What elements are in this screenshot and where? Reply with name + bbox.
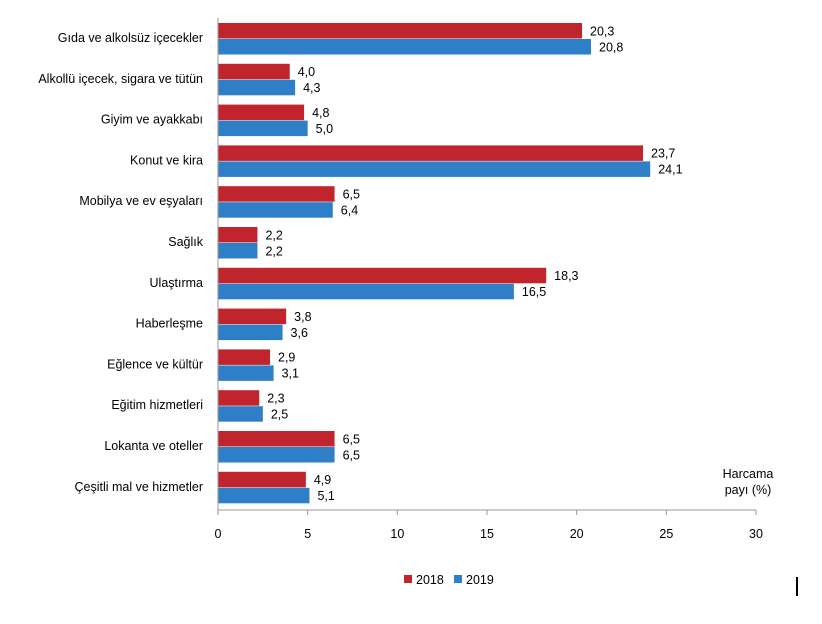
- value-label: 2,2: [265, 244, 282, 258]
- value-label: 18,3: [554, 269, 578, 283]
- value-label: 23,7: [651, 147, 675, 161]
- value-label: 2,5: [271, 407, 288, 421]
- category-label: Giyim ve ayakkabı: [101, 113, 203, 127]
- category-label: Mobilya ve ev eşyaları: [79, 194, 203, 208]
- category-label: Eğlence ve kültür: [107, 357, 203, 371]
- value-label: 6,5: [343, 432, 360, 446]
- legend-swatch-2019: [454, 575, 462, 583]
- bar-2018: [218, 227, 258, 243]
- bar-2019: [218, 79, 296, 96]
- value-label: 16,5: [522, 285, 546, 299]
- value-label: 4,8: [312, 106, 329, 120]
- value-label: 20,8: [599, 40, 623, 54]
- category-label: Lokanta ve oteller: [104, 439, 203, 453]
- category-label: Konut ve kira: [130, 153, 203, 167]
- value-label: 2,3: [267, 391, 284, 405]
- bar-2018: [218, 186, 335, 202]
- value-label: 6,4: [341, 203, 358, 217]
- bar-2018: [218, 63, 290, 80]
- legend-label: 2019: [466, 573, 494, 587]
- category-label: Alkollü içecek, sigara ve tütün: [38, 72, 203, 86]
- x-tick-label: 15: [480, 527, 494, 541]
- value-label: 3,8: [294, 310, 311, 324]
- x-tick-label: 5: [304, 527, 311, 541]
- bar-2019: [218, 283, 514, 300]
- text-cursor: [796, 577, 798, 596]
- value-label: 20,3: [590, 24, 614, 38]
- value-label: 2,2: [265, 228, 282, 242]
- category-label: Eğitim hizmetleri: [111, 398, 203, 412]
- x-tick-label: 10: [390, 527, 404, 541]
- value-label: 3,6: [291, 326, 308, 340]
- bar-2019: [218, 406, 263, 422]
- bar-2019: [218, 487, 310, 504]
- x-axis-title: Harcama: [723, 467, 774, 481]
- x-tick-label: 25: [659, 527, 673, 541]
- value-label: 4,3: [303, 81, 320, 95]
- bar-2019: [218, 243, 258, 259]
- value-label: 5,0: [316, 122, 333, 136]
- x-tick-label: 30: [749, 527, 763, 541]
- bar-2019: [218, 324, 283, 341]
- x-tick-label: 20: [570, 527, 584, 541]
- bar-2018: [218, 104, 305, 121]
- legend-swatch-2018: [404, 575, 412, 583]
- bar-2019: [218, 161, 651, 177]
- bar-2018: [218, 308, 287, 325]
- bar-2019: [218, 202, 333, 218]
- value-label: 4,9: [314, 473, 331, 487]
- legend-label: 2018: [416, 573, 444, 587]
- value-label: 3,1: [282, 367, 299, 381]
- value-label: 6,5: [343, 187, 360, 201]
- value-label: 4,0: [298, 65, 315, 79]
- value-label: 6,5: [343, 448, 360, 462]
- bar-2018: [218, 349, 271, 365]
- bar-2018: [218, 471, 306, 488]
- value-label: 2,9: [278, 351, 295, 365]
- x-tick-label: 0: [215, 527, 222, 541]
- bar-2018: [218, 390, 260, 406]
- x-axis-title: payı (%): [725, 483, 772, 497]
- bar-2018: [218, 23, 583, 39]
- value-label: 5,1: [317, 489, 334, 503]
- category-label: Çeşitli mal ve hizmetler: [74, 480, 203, 494]
- bar-2018: [218, 431, 335, 447]
- bar-2019: [218, 39, 592, 55]
- bar-2019: [218, 365, 274, 381]
- category-label: Sağlık: [168, 235, 203, 249]
- bar-2018: [218, 267, 547, 284]
- category-label: Haberleşme: [136, 317, 203, 331]
- bar-2018: [218, 145, 644, 161]
- bar-2019: [218, 120, 308, 137]
- category-label: Gıda ve alkolsüz içecekler: [58, 31, 203, 45]
- bar-2019: [218, 447, 335, 463]
- category-label: Ulaştırma: [150, 276, 204, 290]
- value-label: 24,1: [658, 163, 682, 177]
